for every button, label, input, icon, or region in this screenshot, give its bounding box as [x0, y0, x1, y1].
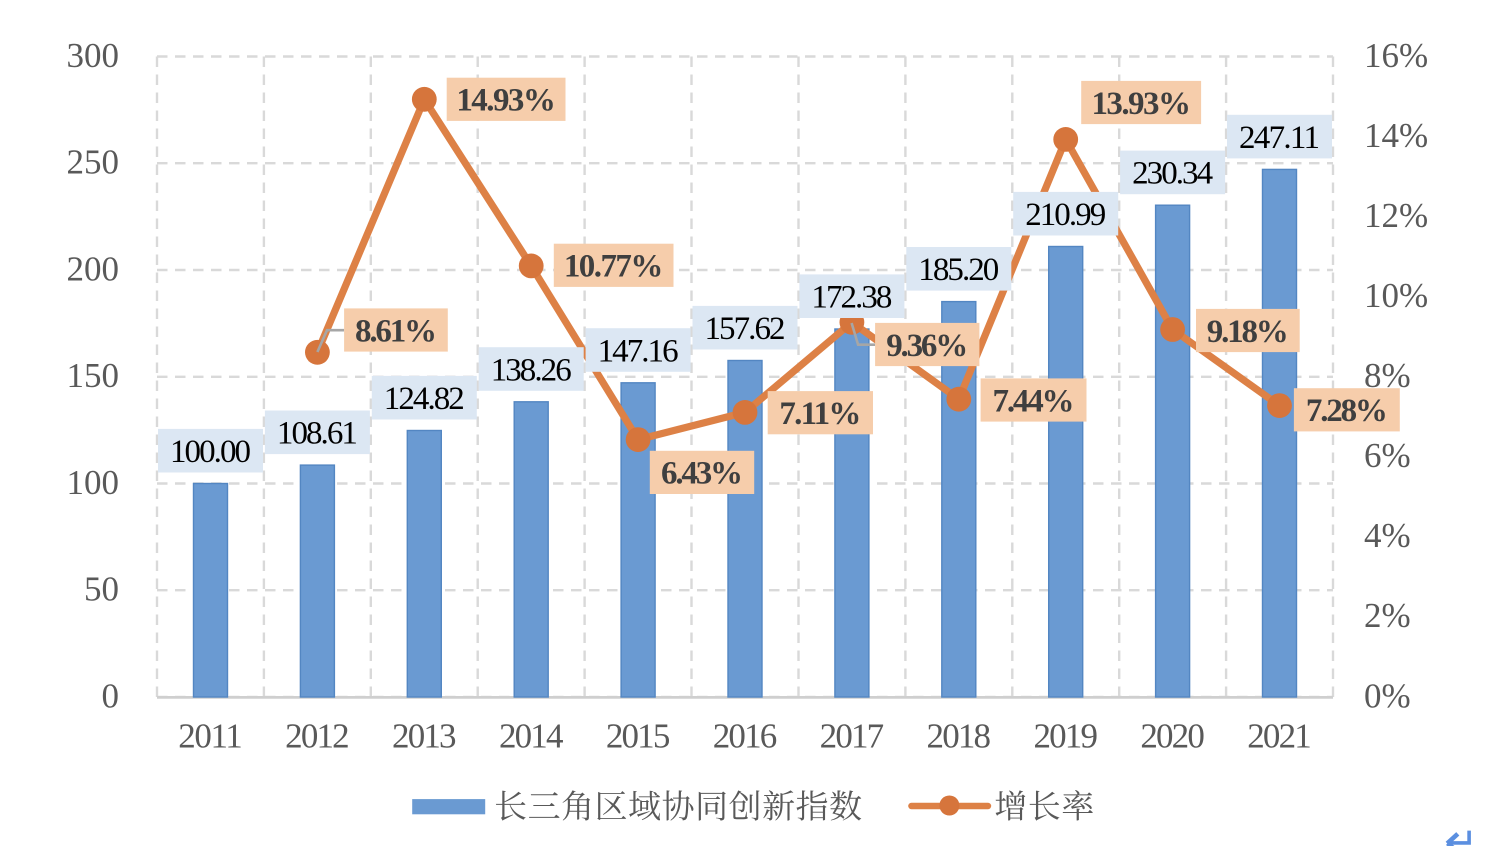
svg-text:6%: 6% [1364, 436, 1411, 475]
svg-text:2015: 2015 [606, 717, 671, 756]
svg-text:8.61%: 8.61% [355, 313, 437, 349]
svg-text:172.38: 172.38 [811, 280, 892, 316]
svg-text:6.43%: 6.43% [661, 456, 743, 492]
svg-text:9.36%: 9.36% [886, 328, 968, 364]
svg-text:147.16: 147.16 [598, 333, 679, 369]
svg-text:2011: 2011 [178, 717, 243, 756]
svg-text:300: 300 [67, 36, 120, 75]
svg-text:250: 250 [67, 143, 120, 182]
svg-text:10%: 10% [1364, 276, 1428, 315]
svg-text:4%: 4% [1364, 516, 1411, 555]
svg-text:9.18%: 9.18% [1207, 314, 1289, 350]
svg-text:14.93%: 14.93% [456, 83, 555, 119]
svg-text:8%: 8% [1364, 356, 1411, 395]
svg-text:138.26: 138.26 [491, 352, 572, 388]
svg-text:157.62: 157.62 [705, 311, 786, 347]
svg-text:0: 0 [102, 676, 120, 715]
svg-text:16%: 16% [1364, 36, 1428, 75]
svg-text:185.20: 185.20 [918, 252, 999, 288]
svg-text:2%: 2% [1364, 596, 1411, 635]
svg-text:7.44%: 7.44% [993, 383, 1075, 419]
svg-text:50: 50 [84, 570, 119, 609]
svg-text:2014: 2014 [499, 717, 564, 756]
svg-text:2020: 2020 [1140, 717, 1205, 756]
svg-text:2019: 2019 [1033, 717, 1098, 756]
svg-text:2013: 2013 [392, 717, 457, 756]
svg-text:13.93%: 13.93% [1091, 86, 1191, 122]
svg-text:247.11: 247.11 [1239, 120, 1320, 156]
svg-text:2017: 2017 [820, 717, 885, 756]
svg-text:2016: 2016 [713, 717, 778, 756]
svg-text:14%: 14% [1364, 116, 1428, 155]
svg-text:2018: 2018 [927, 717, 992, 756]
svg-text:230.34: 230.34 [1132, 156, 1213, 192]
svg-text:7.11%: 7.11% [779, 396, 861, 432]
svg-text:124.82: 124.82 [384, 381, 465, 417]
svg-text:2012: 2012 [285, 717, 350, 756]
svg-text:12%: 12% [1364, 196, 1428, 235]
svg-text:150: 150 [67, 356, 120, 395]
svg-text:2021: 2021 [1247, 717, 1312, 756]
svg-text:7.28%: 7.28% [1306, 393, 1388, 429]
svg-text:200: 200 [67, 249, 120, 288]
svg-text:100: 100 [67, 463, 120, 502]
svg-text:10.77%: 10.77% [564, 249, 664, 285]
svg-text:0%: 0% [1364, 676, 1411, 715]
svg-text:100.00: 100.00 [170, 434, 251, 470]
svg-text:210.99: 210.99 [1025, 197, 1106, 233]
svg-text:108.61: 108.61 [277, 416, 358, 452]
